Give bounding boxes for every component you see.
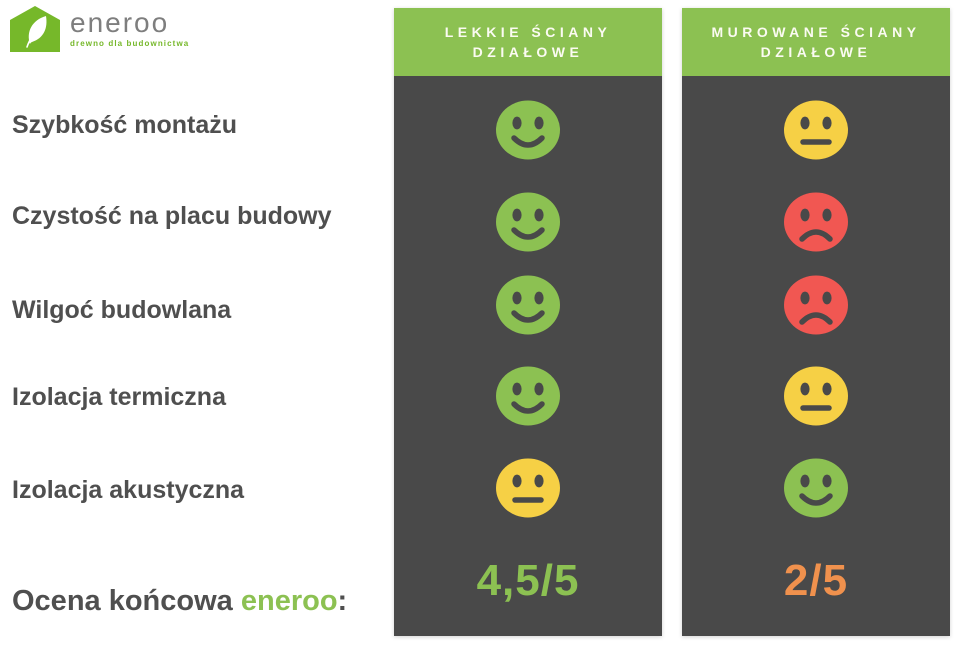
column-header-line2: DZIAŁOWE bbox=[472, 43, 584, 60]
criterion-label-termiczna: Izolacja termiczna bbox=[12, 383, 226, 411]
sad-face-icon bbox=[784, 275, 848, 335]
column-header-lekkie: LEKKIE ŚCIANY DZIAŁOWE bbox=[394, 8, 662, 76]
final-score-prefix: Ocena końcowa bbox=[12, 585, 241, 617]
house-leaf-icon bbox=[10, 6, 60, 52]
column-header-line1: LEKKIE ŚCIANY bbox=[444, 23, 612, 40]
column-header-line1: MUROWANE ŚCIANY bbox=[711, 23, 921, 40]
criterion-label-wilgoc: Wilgoć budowlana bbox=[12, 296, 232, 324]
final-score-brand: eneroo bbox=[240, 585, 338, 617]
logo: eneroo drewno dla budownictwa bbox=[10, 6, 189, 52]
happy-face-icon bbox=[784, 458, 848, 518]
criterion-label-akustyczna: Izolacja akustyczna bbox=[12, 476, 245, 504]
final-score-label: Ocena końcowa eneroo: bbox=[12, 577, 347, 625]
criterion-label-czystosc: Czystość na placu budowy bbox=[12, 202, 332, 230]
column-murowane-sciany: MUROWANE ŚCIANY DZIAŁOWE 2/5 bbox=[682, 8, 950, 636]
logo-text: eneroo drewno dla budownictwa bbox=[70, 7, 190, 49]
neutral-face-icon bbox=[496, 458, 560, 518]
happy-face-icon bbox=[496, 100, 560, 160]
criterion-label-szybkosc: Szybkość montażu bbox=[12, 111, 238, 139]
column-lekkie-sciany: LEKKIE ŚCIANY DZIAŁOWE 4,5/5 bbox=[394, 8, 662, 636]
final-score-colon: : bbox=[337, 585, 348, 617]
brand-name: eneroo bbox=[70, 7, 170, 38]
happy-face-icon bbox=[496, 275, 560, 335]
final-score-lekkie: 4,5/5 bbox=[476, 556, 580, 605]
neutral-face-icon bbox=[784, 366, 848, 426]
neutral-face-icon bbox=[784, 100, 848, 160]
column-header-line2: DZIAŁOWE bbox=[760, 43, 872, 60]
final-score-murowane: 2/5 bbox=[783, 556, 849, 605]
sad-face-icon bbox=[784, 192, 848, 252]
happy-face-icon bbox=[496, 192, 560, 252]
happy-face-icon bbox=[496, 366, 560, 426]
brand-tagline: drewno dla budownictwa bbox=[70, 39, 190, 48]
column-header-murowane: MUROWANE ŚCIANY DZIAŁOWE bbox=[682, 8, 950, 76]
